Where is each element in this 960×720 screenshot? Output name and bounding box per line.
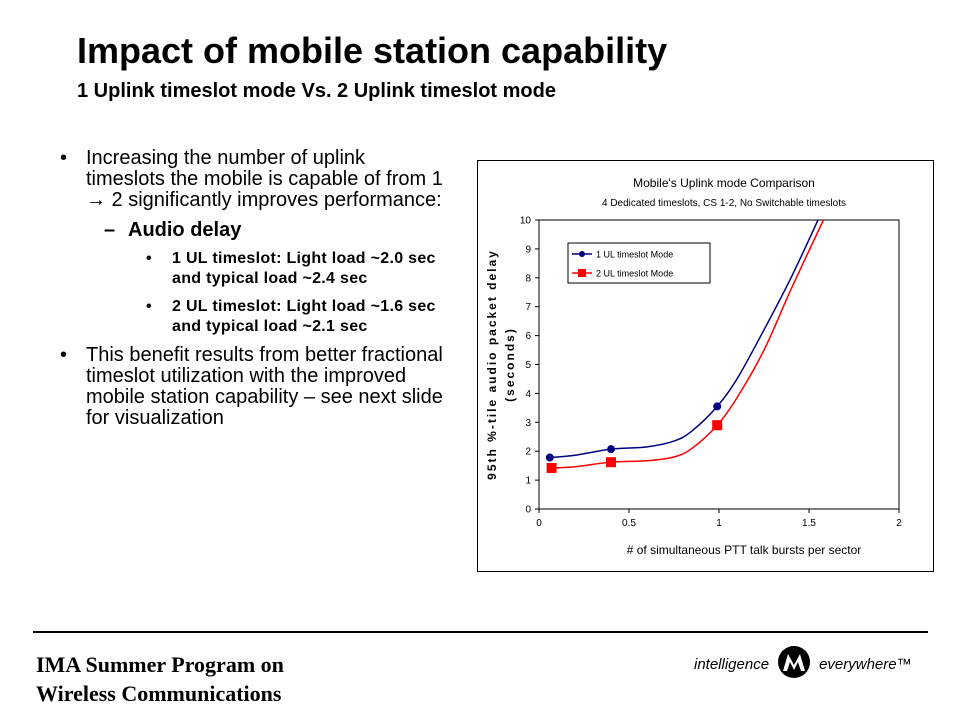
- legend-marker: [578, 269, 586, 277]
- bullet-item: • This benefit results from better fract…: [50, 345, 445, 429]
- series-line-2: [551, 220, 825, 469]
- legend-box: [567, 242, 711, 284]
- sub-bullet-item: – Audio delay: [50, 219, 445, 241]
- series-line-1: [549, 220, 819, 459]
- x-tick-label: 1.5: [802, 518, 816, 529]
- footer-line-2: Wireless Communications: [36, 681, 282, 706]
- legend-label: 2 UL timeslot Mode: [596, 269, 673, 279]
- bullet-list: • Increasing the number of uplink timesl…: [50, 148, 445, 437]
- bullet-text: This benefit results from better fractio…: [86, 344, 443, 429]
- footer-line-1: IMA Summer Program on: [36, 652, 284, 677]
- data-point-series-1: [607, 445, 615, 454]
- x-tick-label: 2: [896, 518, 902, 529]
- sub-sub-bullet-text: 1 UL timeslot: Light load ~2.0 sec and t…: [172, 250, 436, 287]
- y-tick-label: 2: [525, 447, 531, 458]
- legend-marker: [579, 251, 585, 257]
- bullet-marker: •: [146, 250, 152, 267]
- y-tick-label: 10: [520, 216, 532, 227]
- x-tick-label: 1: [716, 518, 722, 529]
- y-axis-label-units: (seconds): [503, 327, 517, 402]
- bullet-item: • Increasing the number of uplink timesl…: [50, 148, 445, 211]
- data-point-series-2: [712, 420, 723, 431]
- bullet-marker: •: [60, 147, 68, 169]
- y-tick-label: 3: [525, 418, 531, 429]
- data-point-series-1: [713, 402, 722, 411]
- x-axis-label: # of simultaneous PTT talk bursts per se…: [627, 543, 862, 557]
- y-tick-label: 8: [525, 273, 531, 284]
- y-tick-label: 6: [525, 331, 531, 342]
- y-tick-label: 0: [525, 505, 531, 516]
- slide-subtitle: 1 Uplink timeslot mode Vs. 2 Uplink time…: [77, 80, 556, 102]
- footer-text: IMA Summer Program on Wireless Communica…: [36, 650, 284, 708]
- sub-sub-bullet-item: • 2 UL timeslot: Light load ~1.6 sec and…: [50, 297, 445, 337]
- legend-label: 1 UL timeslot Mode: [596, 250, 673, 260]
- y-tick-label: 5: [525, 360, 531, 371]
- chart-title: Mobile's Uplink mode Comparison: [633, 176, 815, 190]
- sub-sub-bullet-item: • 1 UL timeslot: Light load ~2.0 sec and…: [50, 249, 445, 289]
- dash-marker: –: [104, 219, 116, 241]
- bullet-marker: •: [146, 298, 152, 315]
- y-tick-label: 7: [525, 302, 531, 313]
- line-chart: Mobile's Uplink mode Comparison 4 Dedicat…: [485, 176, 902, 557]
- sub-bullet-text: Audio delay: [128, 219, 242, 241]
- y-axis-label: 95th %-tile audio packet delay: [485, 249, 499, 480]
- footer-divider: [33, 631, 928, 633]
- x-tick-label: 0.5: [622, 518, 636, 529]
- slide-title: Impact of mobile station capability: [77, 30, 668, 71]
- bullet-text: Increasing the number of uplink timeslot…: [86, 147, 443, 211]
- y-tick-label: 9: [525, 244, 531, 255]
- x-tick-label: 0: [536, 518, 542, 529]
- sub-sub-bullet-text: 2 UL timeslot: Light load ~1.6 sec and t…: [172, 298, 436, 335]
- logo-left-text: intelligence: [694, 655, 770, 673]
- y-tick-label: 1: [525, 476, 531, 487]
- data-point-series-1: [545, 453, 554, 462]
- data-point-series-2: [546, 462, 557, 473]
- y-tick-label: 4: [525, 389, 531, 400]
- motorola-emblem-icon: [777, 645, 811, 683]
- logo-right-text: everywhere™: [819, 655, 912, 673]
- chart-frame: Mobile's Uplink mode Comparison 4 Dedicat…: [477, 160, 934, 572]
- brand-logo: intelligence everywhere™: [694, 645, 912, 683]
- chart-subtitle: 4 Dedicated timeslots, CS 1-2, No Switch…: [602, 198, 846, 209]
- bullet-marker: •: [60, 344, 68, 366]
- data-point-series-2: [606, 457, 616, 468]
